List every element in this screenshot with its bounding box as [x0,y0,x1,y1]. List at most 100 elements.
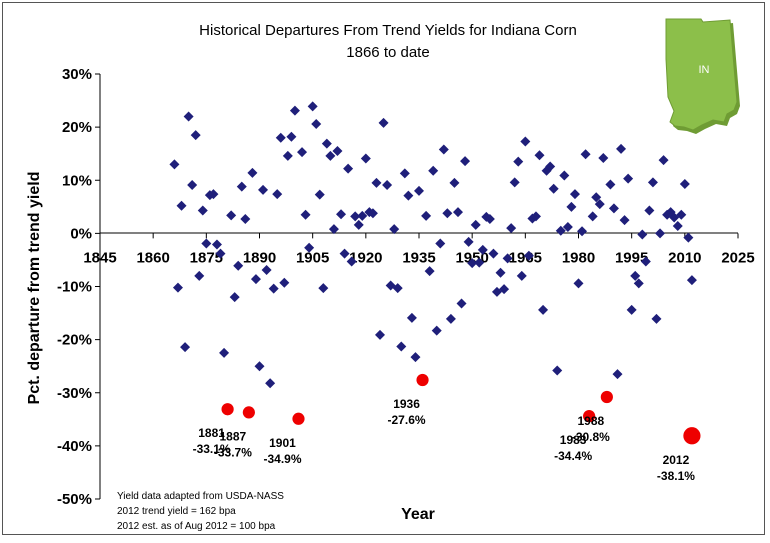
data-point [509,177,520,188]
data-point [406,312,417,323]
data-point [240,214,251,225]
data-point [357,210,368,221]
data-point [605,179,616,190]
data-point [619,215,630,226]
y-tick-label: -30% [57,385,92,402]
data-point [545,161,556,172]
data-point [286,131,297,142]
x-tick-label: 1905 [296,249,329,266]
data-point [530,211,541,222]
x-tick-label: 1875 [190,249,223,266]
data-point [502,253,513,264]
data-point [350,211,361,222]
data-point [226,210,237,221]
data-point [647,177,658,188]
data-point [289,105,300,116]
data-point [169,159,180,170]
data-point [644,205,655,216]
highlight-point [415,373,430,387]
data-point [396,341,407,352]
data-point [382,180,393,191]
y-axis-title: Pct. departure from trend yield [26,172,43,405]
x-tick-label: 1965 [509,249,542,266]
data-point [428,165,439,176]
data-point [421,210,432,221]
data-point [467,258,478,269]
data-point [201,238,212,249]
annotation-value: -27.6% [388,413,426,427]
data-point [452,207,463,218]
data-point [499,284,510,295]
data-point [477,244,488,255]
data-point [523,250,534,261]
data-point [623,173,634,184]
data-point [250,274,261,285]
data-point [616,143,627,154]
data-point [587,211,598,222]
data-point [484,214,495,225]
data-point [307,101,318,112]
note-estimate: 2012 est. as of Aug 2012 = 100 bpa [117,521,276,532]
y-tick-label: -10% [57,279,92,296]
data-point [183,111,194,122]
data-point [435,238,446,249]
x-tick-label: 1860 [136,249,169,266]
highlight-point [682,426,702,446]
y-tick-label: 10% [62,172,92,189]
data-point [247,167,258,178]
annotation-year: 1988 [578,414,605,428]
y-tick-label: -40% [57,438,92,455]
data-point [495,267,506,278]
x-ticks: 1845 1860 1875 1890 1905 1920 1935 1950 1965 1980… [83,233,755,266]
data-point [328,224,339,235]
annotation-value: -33.7% [214,445,252,459]
data-point [389,224,400,235]
annotation-value: -30.8% [572,430,610,444]
highlight-point [582,409,597,424]
data-point [325,150,336,161]
data-point [399,168,410,179]
data-point [336,209,347,220]
data-point [569,189,580,200]
x-tick-label: 1920 [349,249,382,266]
data-point [488,248,499,259]
data-point [176,200,187,211]
data-point [261,265,272,276]
data-point [520,136,531,147]
data-point [456,298,467,309]
data-point [608,203,619,214]
data-point [651,313,662,324]
data-point [321,138,332,149]
y-tick-label: -20% [57,332,92,349]
highlight-point [291,411,306,426]
x-tick-label: 2025 [721,249,754,266]
data-point [219,347,230,358]
annotation-year: 1983 [560,433,587,447]
data-point [414,185,424,196]
x-tick-label: 1890 [243,249,276,266]
data-point [534,150,545,161]
data-point [367,208,378,219]
data-point [679,178,690,189]
annotation-year: 1887 [220,429,247,443]
data-point [470,219,481,230]
x-tick-label: 1995 [615,249,648,266]
annotations: 1881 -33.1%1887 -33.7% 1901 -34.9% 1936 -27.6%… [193,397,696,483]
y-tick-label: 20% [62,119,92,136]
data-point [463,236,474,247]
annotation-year: 1936 [393,397,420,411]
data-point [438,144,449,155]
annotation-year: 1901 [269,436,296,450]
x-axis-title: Year [401,506,435,523]
data-point [445,313,456,324]
data-point [332,146,343,157]
data-point [180,342,191,353]
x-tick-label: 2010 [668,249,701,266]
data-point [236,181,247,192]
data-point [187,180,198,191]
annotation-value: -33.1% [193,442,231,456]
data-point [633,278,644,289]
data-point [474,257,485,268]
data-point [343,163,354,174]
annotation-value: -34.4% [554,449,592,463]
